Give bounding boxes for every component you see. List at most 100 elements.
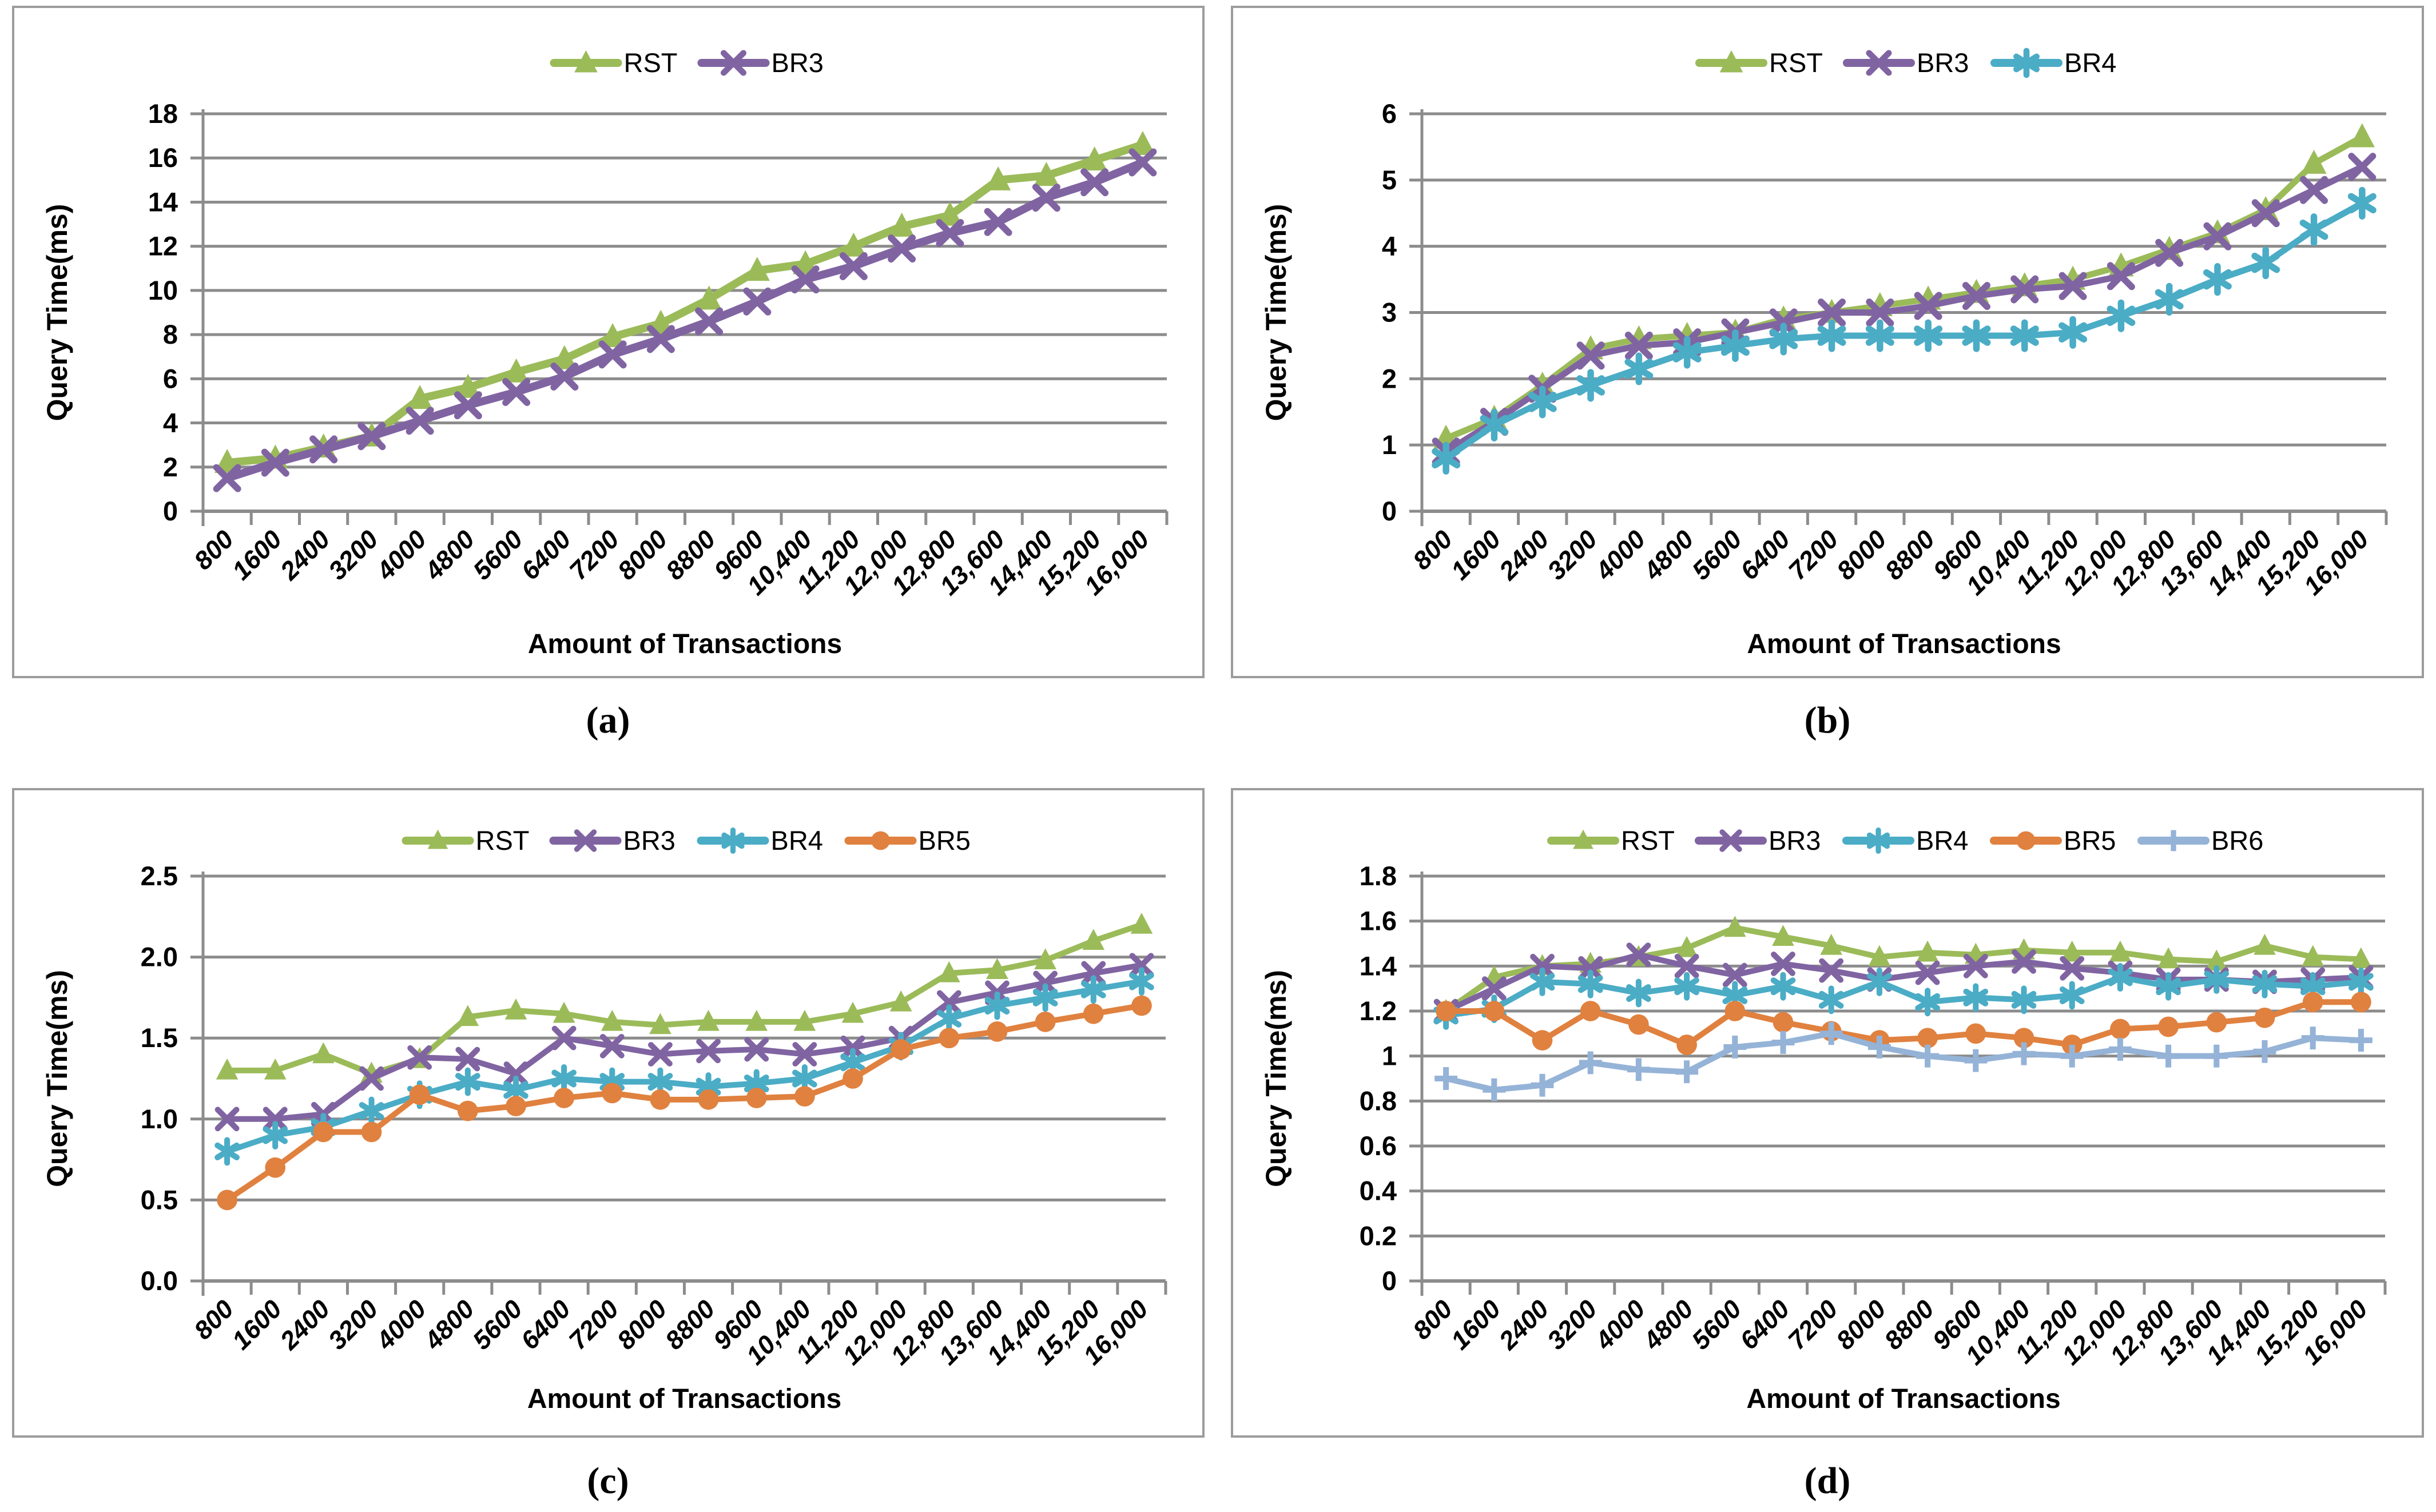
data-point: [1769, 323, 1798, 356]
data-point: [1626, 942, 1651, 968]
svg-text:3200: 3200: [1541, 524, 1603, 586]
svg-text:8800: 8800: [660, 524, 721, 586]
data-point: [407, 1045, 432, 1070]
data-point: [649, 1013, 671, 1034]
data-point: [504, 998, 527, 1020]
series-BR3: [1432, 153, 2377, 466]
legend-label: BR6: [2211, 825, 2263, 856]
data-point: [407, 385, 433, 409]
data-point: [1963, 983, 1989, 1012]
data-point: [648, 1042, 673, 1067]
data-point: [455, 1047, 480, 1072]
data-point: [2251, 246, 2280, 280]
axes: [1409, 872, 2387, 1296]
legend-label: BR4: [771, 825, 823, 856]
legend-item-BR3: BR3: [697, 47, 824, 78]
data-point: [1820, 933, 1843, 955]
legend-item-RST: RST: [1547, 825, 1675, 856]
legend-item-BR4: BR4: [1990, 47, 2116, 78]
svg-text:1.8: 1.8: [1360, 861, 1397, 891]
data-point: [1817, 319, 1846, 352]
data-point: [1771, 951, 1795, 976]
legend-label: BR4: [1916, 825, 1968, 856]
data-point: [2350, 947, 2373, 969]
legend-item-BR3: BR3: [1843, 47, 1969, 78]
data-point: [2348, 967, 2374, 996]
data-point: [1818, 299, 1846, 327]
data-point: [214, 1107, 240, 1132]
data-point: [2299, 213, 2328, 246]
data-point: [650, 1089, 671, 1110]
data-point: [2155, 238, 2184, 267]
data-point: [1130, 131, 1155, 156]
triangle-marker: [574, 50, 598, 73]
data-point: [1531, 1073, 1554, 1097]
legend-item-RST: RST: [1695, 47, 1823, 78]
data-point: [1773, 1012, 1794, 1033]
data-point: [793, 1009, 816, 1031]
svg-text:5600: 5600: [467, 1294, 528, 1355]
data-point: [1915, 988, 1940, 1017]
data-point: [1722, 962, 1747, 988]
svg-text:18: 18: [148, 98, 178, 129]
line-chart-a: 0 2 4 6 8 10 12 14 16 18 8001600240032004000480056…: [41, 47, 1169, 659]
data-point: [1436, 1001, 1456, 1021]
data-point: [1962, 282, 1990, 311]
circle-marker: [871, 831, 890, 850]
data-point: [1082, 146, 1107, 171]
data-point: [746, 1088, 767, 1108]
svg-text:4800: 4800: [418, 1294, 480, 1356]
data-point: [843, 1068, 863, 1089]
data-point: [2109, 940, 2132, 962]
data-point: [2107, 299, 2136, 332]
legend-label: RST: [1769, 47, 1823, 78]
data-point: [2205, 949, 2228, 971]
data-point: [1675, 936, 1698, 957]
series-line-RST: [223, 141, 1147, 467]
data-point: [696, 1038, 721, 1064]
data-point: [1866, 299, 1894, 327]
data-point: [214, 449, 240, 474]
data-point: [309, 435, 338, 464]
data-point: [1530, 953, 1555, 978]
data-point: [2351, 992, 2371, 1013]
gridlines: [1422, 112, 2386, 447]
svg-text:8000: 8000: [611, 1294, 673, 1355]
data-point: [2157, 947, 2180, 969]
data-point: [2301, 149, 2327, 174]
data-point: [1034, 162, 1059, 186]
data-point: [1963, 953, 1988, 978]
data-point: [695, 307, 724, 336]
svg-text:10: 10: [148, 275, 178, 305]
data-point: [984, 208, 1012, 236]
data-point: [698, 1089, 719, 1110]
legend-item-BR6: BR6: [2137, 825, 2263, 856]
svg-text:2.0: 2.0: [141, 942, 178, 972]
chart-panel-c: 0.0 0.5 1.0 1.5 2.0 2.5 800 1600 2400 3200 4000 480…: [12, 788, 1205, 1438]
data-point: [2012, 1042, 2036, 1065]
data-point: [2206, 1012, 2227, 1033]
data-point: [359, 1096, 384, 1125]
data-point: [502, 378, 531, 406]
svg-text:1: 1: [1382, 429, 1397, 460]
data-point: [648, 309, 674, 334]
data-point: [985, 166, 1011, 190]
asterisk-marker: [2013, 47, 2040, 78]
x-axis-title: Amount of Transactions: [1746, 1384, 2060, 1414]
legend-label: RST: [624, 47, 678, 78]
y-tick-labels: 0.0 0.5 1.0 1.5 2.0 2.5: [141, 861, 178, 1296]
svg-text:2: 2: [163, 452, 178, 482]
x-axis-title: Amount of Transactions: [1747, 629, 2061, 659]
svg-text:7200: 7200: [1782, 1294, 1843, 1355]
data-point: [2059, 981, 2085, 1010]
data-point: [217, 1189, 237, 1211]
data-point: [2110, 1018, 2131, 1040]
data-point: [646, 325, 675, 353]
data-point: [1576, 341, 1605, 370]
svg-text:6400: 6400: [515, 524, 577, 586]
data-point: [1579, 1051, 1602, 1075]
data-point: [1769, 308, 1798, 337]
chart-panel-d: 0 0.2 0.4 0.6 0.8 1 1.2 1.4 1.6 1.8 800 1600 2400 320…: [1231, 788, 2424, 1438]
axes: [190, 872, 1167, 1296]
